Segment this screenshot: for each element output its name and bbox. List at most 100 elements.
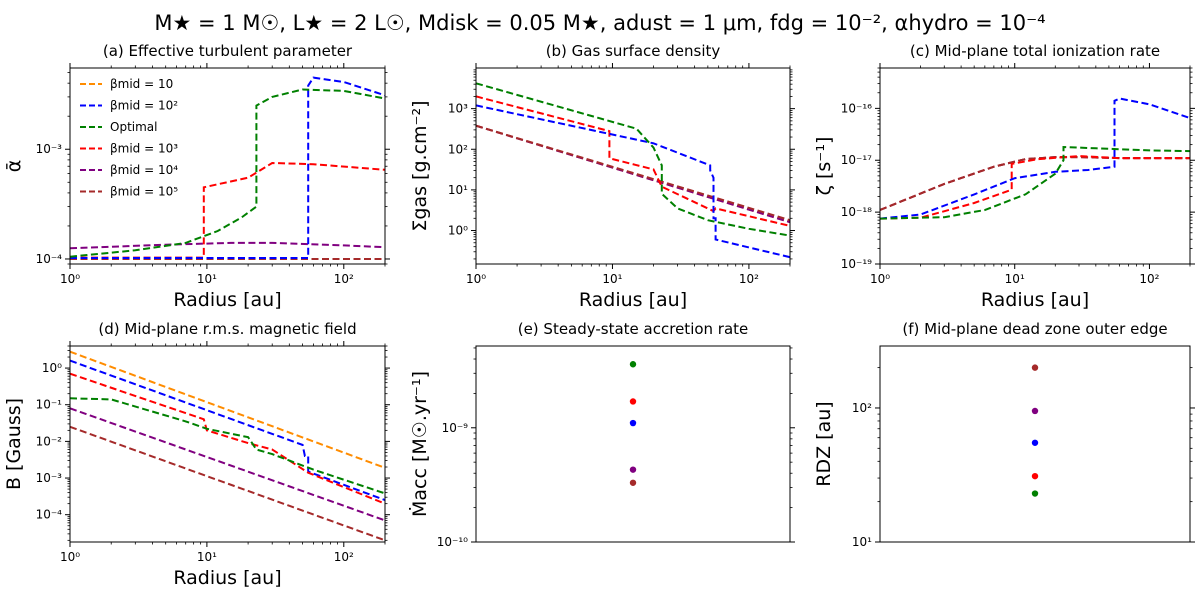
panel-f: (f) Mid-plane dead zone outer edge 10¹ 10²… — [813, 320, 1195, 549]
plot-area-c — [880, 97, 1190, 220]
y-tick-label: 10⁻¹⁹ — [841, 257, 872, 271]
plot-area-e — [629, 361, 637, 486]
data-point-b1e5 — [1031, 364, 1039, 371]
plot-area-f — [1031, 364, 1039, 497]
panel-title-c: (c) Mid-plane total ionization rate — [910, 42, 1160, 60]
series-line-b1e4 — [70, 407, 385, 522]
series-line-optimal — [70, 397, 385, 495]
plot-area-b — [476, 82, 790, 259]
data-point-b1e4 — [1031, 407, 1039, 415]
panel-b: (b) Gas surface density 10⁰ 10¹ 10² 10³ 10⁰ 10… — [409, 42, 795, 311]
axes-frame — [879, 345, 1191, 543]
panel-e: (e) Steady-state accretion rate 10⁻¹⁰ 10⁻⁹… — [408, 320, 795, 549]
x-axis-label: Radius [au] — [173, 289, 281, 311]
series-line-b100 — [476, 104, 790, 259]
series-line-b1e5 — [476, 124, 790, 222]
y-tick-label: 10⁰ — [448, 224, 468, 238]
x-tick-label: 10⁰ — [60, 550, 80, 564]
y-tick-label: 10⁻¹⁰ — [437, 535, 468, 549]
y-tick-label: 10⁻³ — [36, 142, 63, 156]
y-axis-label: Ṁacc [M☉.yr⁻¹] — [408, 371, 431, 517]
x-tick-label: 10⁰ — [870, 272, 890, 286]
series-line-optimal — [476, 82, 790, 237]
panel-title-a: (a) Effective turbulent parameter — [103, 42, 353, 60]
x-axis-label: Radius [au] — [981, 289, 1089, 311]
series-line-b1000 — [476, 95, 790, 227]
axes-frame — [69, 345, 386, 543]
y-tick-label: 10² — [448, 142, 468, 156]
y-tick-label: 10¹ — [852, 535, 872, 549]
series-line-b1e5 — [880, 156, 1190, 211]
series-line-b100 — [70, 359, 385, 502]
legend-label-b1e5: βmid = 10⁵ — [110, 185, 178, 199]
series-line-b1e5 — [70, 425, 385, 542]
plot-area-a — [70, 76, 385, 260]
y-tick-label: 10⁻⁴ — [36, 252, 63, 266]
axes-frame — [475, 345, 791, 543]
x-axis-label: Radius [au] — [579, 289, 687, 311]
series-line-b1e4 — [880, 156, 1190, 211]
x-tick-label: 10⁰ — [60, 272, 80, 286]
plot-area-d — [70, 350, 385, 542]
series-line-b10 — [880, 156, 1190, 211]
x-tick-label: 10⁰ — [466, 272, 486, 286]
panel-title-b: (b) Gas surface density — [546, 42, 721, 60]
series-line-b100 — [880, 97, 1190, 220]
data-point-b1e4 — [629, 466, 637, 473]
y-tick-label: 10¹ — [448, 183, 468, 197]
data-point-b1e5 — [629, 479, 637, 486]
panel-title-d: (d) Mid-plane r.m.s. magnetic field — [98, 320, 356, 338]
y-tick-label: 10⁻¹⁶ — [841, 101, 872, 115]
y-axis-label: ζ [s⁻¹] — [813, 137, 835, 196]
data-point-b1000 — [1031, 472, 1039, 480]
x-tick-label: 10¹ — [1005, 272, 1025, 286]
x-tick-label: 10² — [334, 272, 354, 286]
y-tick-label: 10⁻⁹ — [442, 421, 469, 435]
series-line-b10 — [70, 350, 385, 469]
x-tick-label: 10² — [334, 550, 354, 564]
panel-a: (a) Effective turbulent parameter 10⁻⁴ 10⁻… — [3, 42, 390, 311]
series-line-optimal — [70, 88, 385, 258]
y-tick-label: 10⁻² — [36, 434, 63, 448]
y-tick-label: 10⁻¹⁸ — [841, 205, 872, 219]
series-line-b1000 — [880, 155, 1190, 220]
axes-frame — [69, 67, 386, 265]
series-line-b100 — [70, 76, 385, 259]
axes-frame — [879, 67, 1191, 265]
legend-label-b10: βmid = 10 — [110, 77, 173, 91]
figure-suptitle: M★ = 1 M☉, L★ = 2 L☉, Mdisk = 0.05 M★, a… — [154, 11, 1045, 35]
legend-label-b100: βmid = 10² — [110, 99, 178, 113]
data-point-optimal — [1031, 490, 1039, 497]
x-tick-label: 10¹ — [197, 272, 217, 286]
legend-label-b1000: βmid = 10³ — [110, 142, 178, 156]
x-axis-label: Radius [au] — [173, 567, 281, 589]
y-axis-label: B [Gauss] — [3, 398, 25, 490]
y-tick-label: 10⁻¹⁷ — [841, 153, 872, 167]
legend-label-optimal: Optimal — [110, 120, 157, 134]
y-axis-label: RDZ [au] — [813, 401, 835, 486]
panel-d: (d) Mid-plane r.m.s. magnetic field 10⁻⁴ 1… — [3, 320, 390, 589]
data-point-b100 — [1031, 439, 1039, 446]
y-tick-label: 10⁻³ — [36, 471, 63, 485]
series-line-optimal — [880, 145, 1190, 220]
y-tick-label: 10⁻¹ — [36, 398, 63, 412]
y-tick-label: 10² — [852, 401, 872, 415]
panel-title-e: (e) Steady-state accretion rate — [518, 320, 749, 338]
axes-frame — [475, 67, 791, 265]
x-tick-label: 10² — [1139, 272, 1159, 286]
data-point-b100 — [629, 419, 637, 427]
series-line-b1000 — [70, 372, 385, 505]
data-point-optimal — [629, 361, 637, 368]
x-tick-label: 10² — [739, 272, 759, 286]
y-tick-label: 10⁰ — [42, 361, 62, 375]
x-tick-label: 10¹ — [197, 550, 217, 564]
series-line-b1e4 — [70, 241, 385, 250]
y-axis-label: ᾱ — [3, 160, 25, 173]
panel-c: (c) Mid-plane total ionization rate 10⁻¹⁹… — [813, 42, 1195, 311]
x-tick-label: 10¹ — [602, 272, 622, 286]
series-line-b1000 — [70, 161, 385, 259]
panel-title-f: (f) Mid-plane dead zone outer edge — [902, 320, 1167, 338]
legend-label-b1e4: βmid = 10⁴ — [110, 163, 178, 177]
y-tick-label: 10³ — [448, 102, 468, 116]
